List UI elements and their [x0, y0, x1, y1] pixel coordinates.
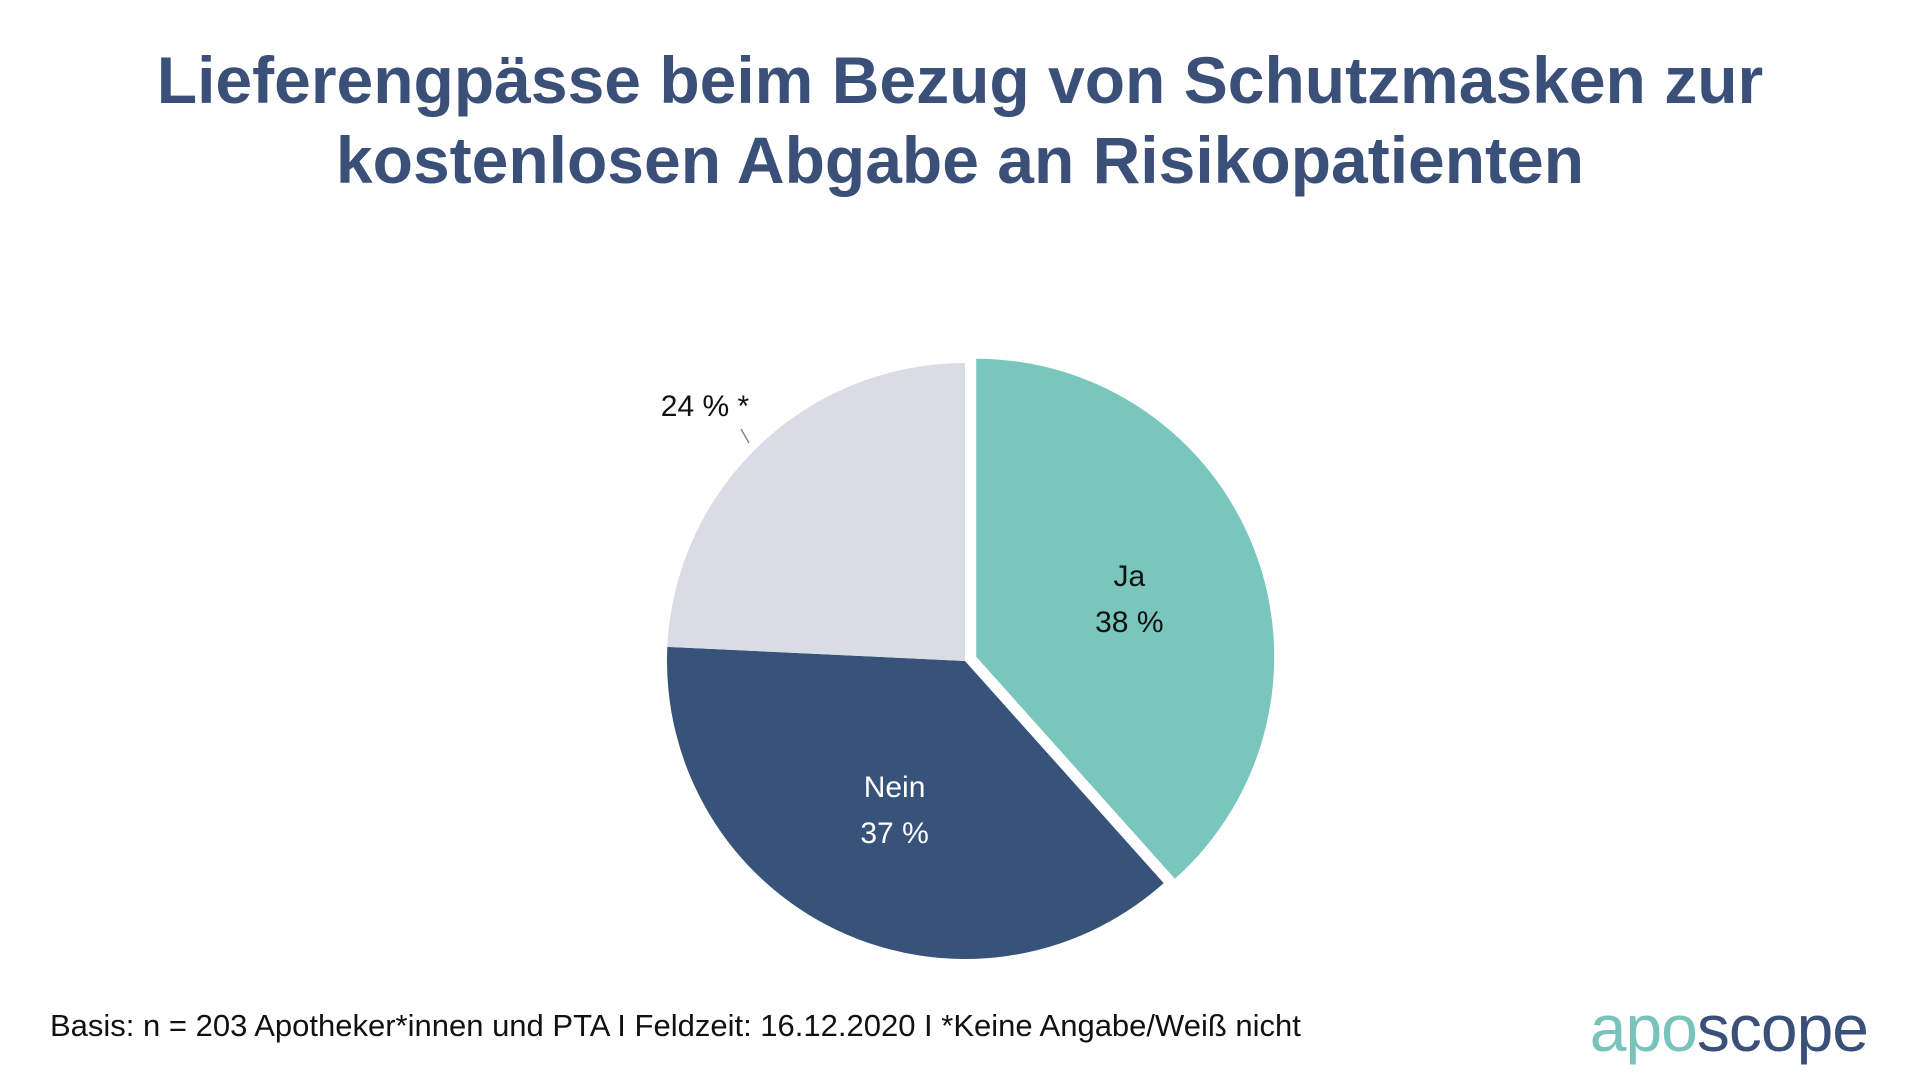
- title-line-1: Lieferengpässe beim Bezug von Schutzmask…: [156, 43, 1764, 117]
- aposcope-logo: aposcope: [1589, 990, 1869, 1066]
- slice-value-label: 37 %: [860, 817, 928, 850]
- logo-part-scope: scope: [1696, 991, 1869, 1065]
- slice-value-label: 38 %: [1095, 606, 1163, 639]
- logo-part-apo: apo: [1589, 991, 1698, 1065]
- pie-slice-ja: [976, 358, 1275, 879]
- slice-label: Nein: [864, 771, 926, 804]
- title-line-2: kostenlosen Abgabe an Risikopatienten: [335, 123, 1585, 197]
- footnote: Basis: n = 203 Apotheker*innen und PTA I…: [50, 1008, 1301, 1043]
- slice-value-label: 24 % *: [661, 390, 750, 423]
- pie-slice-keine-angabe: [667, 363, 965, 661]
- chart-title: Lieferengpässe beim Bezug von Schutzmask…: [0, 40, 1920, 200]
- slice-label: Ja: [1113, 560, 1145, 593]
- leader-line: [740, 428, 750, 444]
- pie-slice-nein: [667, 646, 1164, 960]
